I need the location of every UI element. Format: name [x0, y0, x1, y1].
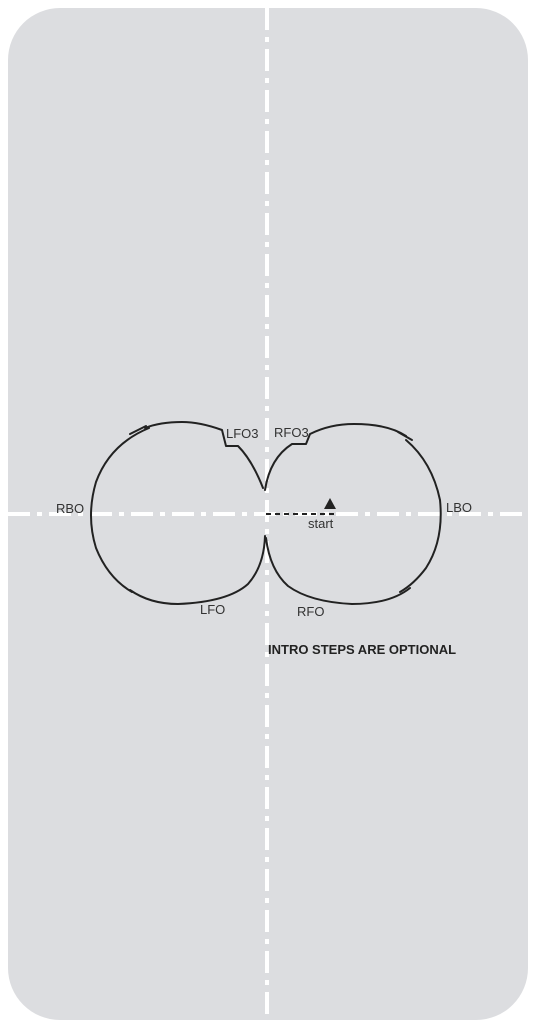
- lfo-upper-arc: [90, 427, 150, 593]
- rfo-tracing: [264, 423, 407, 491]
- start-arrow-icon: [324, 498, 336, 509]
- label-rfo3: RFO3: [274, 425, 309, 440]
- label-lfo: LFO: [200, 602, 225, 617]
- lbo-arc: [399, 439, 442, 593]
- lfo-tracing: [144, 421, 264, 489]
- intro-note: INTRO STEPS ARE OPTIONAL: [268, 642, 456, 657]
- label-lfo3: LFO3: [226, 426, 259, 441]
- lbo-tick-upper: [397, 431, 413, 441]
- label-rbo: RBO: [56, 501, 84, 516]
- label-rfo: RFO: [297, 604, 324, 619]
- right-circle-tracing: [264, 423, 442, 605]
- rfo-lower-arc: [265, 537, 411, 605]
- lfo-lower-arc: [129, 535, 266, 605]
- rbo-tick-upper: [129, 425, 147, 435]
- label-lbo: LBO: [446, 500, 472, 515]
- left-circle-tracing: [90, 421, 266, 605]
- label-start: start: [308, 516, 334, 531]
